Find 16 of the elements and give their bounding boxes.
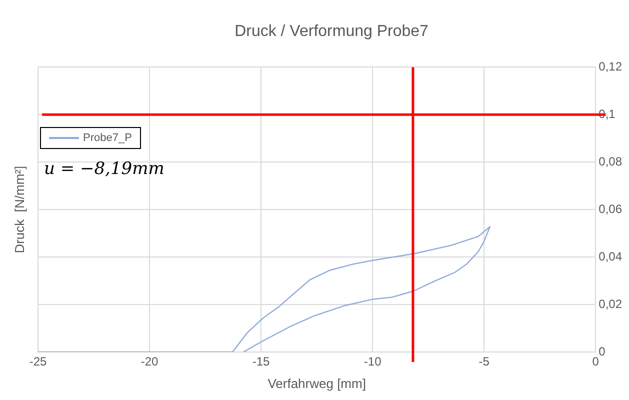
y-axis-title: Druck [N/mm²] <box>12 166 27 254</box>
x-tick-label: -5 <box>478 354 490 369</box>
x-tick-label: -10 <box>364 354 382 369</box>
y-tick-label: 0 <box>598 344 606 358</box>
legend-label: Probe7_P <box>83 132 132 144</box>
x-tick-label: -15 <box>252 354 270 369</box>
x-tick-label: -20 <box>140 354 159 369</box>
x-axis-title: Verfahrweg [mm] <box>268 376 366 391</box>
y-tick-label: 0,02 <box>598 296 622 311</box>
chart-title: Druck / Verformung Probe7 <box>234 23 429 40</box>
y-tick-label: 0,08 <box>598 154 622 168</box>
annotation: u = −8,19mm <box>44 159 164 180</box>
y-tick-label: 0,12 <box>598 60 622 74</box>
y-tick-label: 0,04 <box>598 249 622 264</box>
x-tick-label: -25 <box>29 354 47 369</box>
y-tick-label: 0,06 <box>598 202 622 216</box>
